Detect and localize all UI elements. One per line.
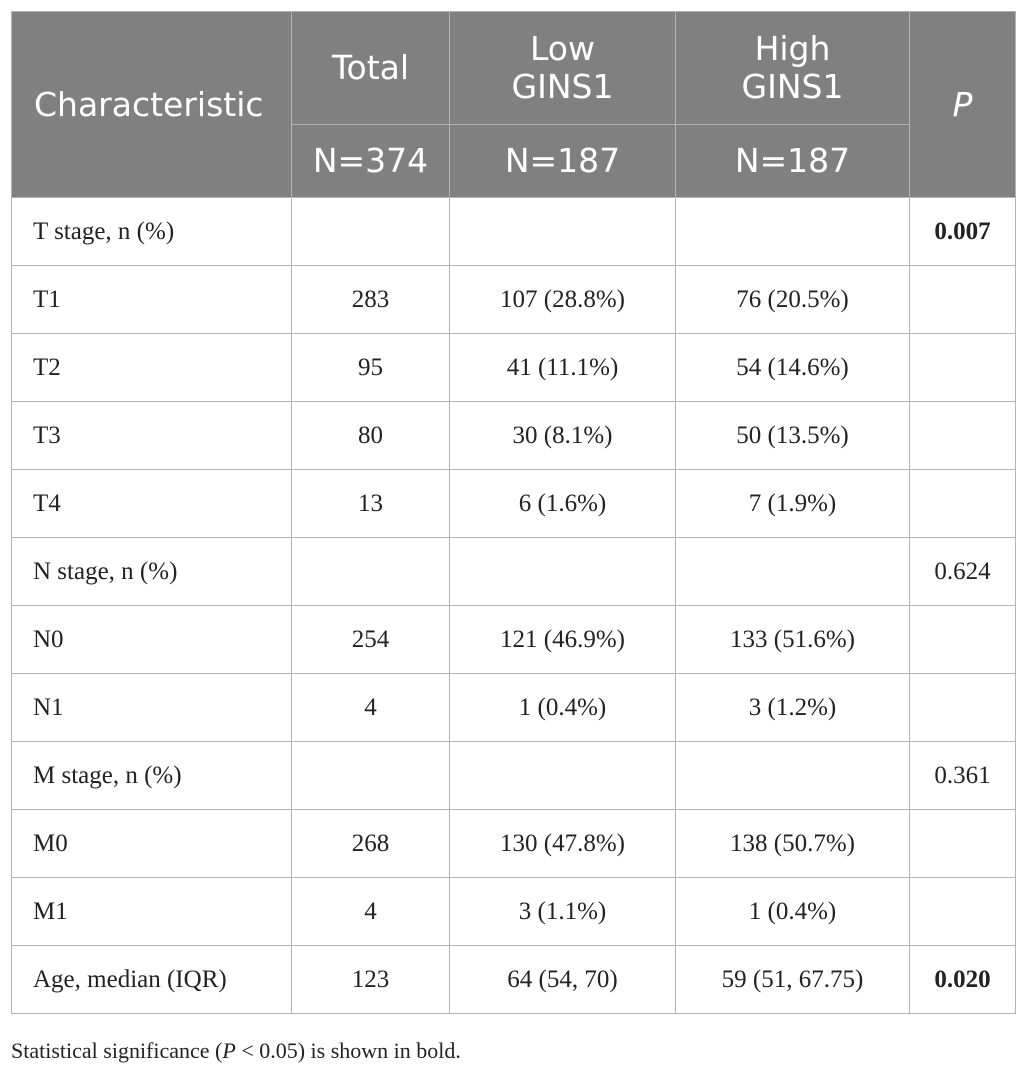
table-row: T1 283 107 (28.8%) 76 (20.5%) (11, 265, 1016, 334)
row-low-gins1: 30 (8.1%) (449, 401, 676, 470)
table-row: T2 95 41 (11.1%) 54 (14.6%) (11, 333, 1016, 402)
header-n-low: N=187 (449, 124, 676, 198)
row-label: N stage, n (%) (11, 537, 292, 606)
header-n-total: N=374 (291, 124, 450, 198)
table-row: T stage, n (%) 0.007 (11, 197, 1016, 266)
row-label: T2 (11, 333, 292, 402)
row-high-gins1 (675, 741, 910, 810)
row-total: 254 (291, 605, 450, 674)
table-row: M1 4 3 (1.1%) 1 (0.4%) (11, 877, 1016, 946)
table-row: N1 4 1 (0.4%) 3 (1.2%) (11, 673, 1016, 742)
row-high-gins1: 59 (51, 67.75) (675, 945, 910, 1014)
row-p-value (909, 333, 1016, 402)
row-p-value: 0.020 (909, 945, 1016, 1014)
row-high-gins1: 76 (20.5%) (675, 265, 910, 334)
row-low-gins1: 3 (1.1%) (449, 877, 676, 946)
row-total: 13 (291, 469, 450, 538)
row-p-value (909, 809, 1016, 878)
table-footnote: Statistical significance (P < 0.05) is s… (11, 1038, 461, 1064)
row-p-value (909, 605, 1016, 674)
footnote-text-after: < 0.05) is shown in bold. (235, 1038, 461, 1063)
row-p-value (909, 877, 1016, 946)
row-label: M0 (11, 809, 292, 878)
row-p-value (909, 469, 1016, 538)
row-low-gins1: 107 (28.8%) (449, 265, 676, 334)
table-row: T4 13 6 (1.6%) 7 (1.9%) (11, 469, 1016, 538)
row-label: T3 (11, 401, 292, 470)
footnote-p-symbol: P (222, 1038, 236, 1063)
table-row: Age, median (IQR) 123 64 (54, 70) 59 (51, 6… (11, 945, 1016, 1014)
header-n-high: N=187 (675, 124, 910, 198)
row-low-gins1: 1 (0.4%) (449, 673, 676, 742)
row-total (291, 197, 450, 266)
row-total: 4 (291, 673, 450, 742)
header-high-gins1: High GINS1 (675, 11, 910, 125)
row-label: T stage, n (%) (11, 197, 292, 266)
row-label: N0 (11, 605, 292, 674)
row-low-gins1: 41 (11.1%) (449, 333, 676, 402)
header-total: Total (291, 11, 450, 125)
row-p-value: 0.007 (909, 197, 1016, 266)
row-p-value (909, 401, 1016, 470)
row-p-value (909, 265, 1016, 334)
row-total: 123 (291, 945, 450, 1014)
header-high-gins1-label: High GINS1 (741, 29, 844, 106)
table-header: Characteristic Total Low GINS1 High GINS… (11, 11, 1016, 198)
header-characteristic: Characteristic (11, 11, 292, 198)
row-label: M1 (11, 877, 292, 946)
table-row: N0 254 121 (46.9%) 133 (51.6%) (11, 605, 1016, 674)
row-high-gins1: 1 (0.4%) (675, 877, 910, 946)
row-label: T4 (11, 469, 292, 538)
row-total (291, 741, 450, 810)
row-low-gins1: 6 (1.6%) (449, 469, 676, 538)
header-low-gins1-label: Low GINS1 (511, 29, 614, 106)
row-low-gins1: 64 (54, 70) (449, 945, 676, 1014)
table-row: N stage, n (%) 0.624 (11, 537, 1016, 606)
row-p-value: 0.361 (909, 741, 1016, 810)
header-low-gins1: Low GINS1 (449, 11, 676, 125)
table-row: M0 268 130 (47.8%) 138 (50.7%) (11, 809, 1016, 878)
table-row: M stage, n (%) 0.361 (11, 741, 1016, 810)
row-total: 95 (291, 333, 450, 402)
table-row: T3 80 30 (8.1%) 50 (13.5%) (11, 401, 1016, 470)
row-high-gins1: 133 (51.6%) (675, 605, 910, 674)
header-count-row: N=374 N=187 N=187 (12, 124, 1016, 198)
row-p-value: 0.624 (909, 537, 1016, 606)
footnote-text-before: Statistical significance ( (11, 1038, 223, 1063)
row-high-gins1: 54 (14.6%) (675, 333, 910, 402)
row-high-gins1: 50 (13.5%) (675, 401, 910, 470)
row-high-gins1 (675, 197, 910, 266)
row-label: Age, median (IQR) (11, 945, 292, 1014)
row-total: 80 (291, 401, 450, 470)
row-label: M stage, n (%) (11, 741, 292, 810)
row-total: 283 (291, 265, 450, 334)
row-label: T1 (11, 265, 292, 334)
table-body: T stage, n (%) 0.007 T1 283 107 (28.8%) 76 (2… (11, 197, 1016, 1014)
row-total (291, 537, 450, 606)
row-low-gins1: 130 (47.8%) (449, 809, 676, 878)
row-low-gins1 (449, 197, 676, 266)
row-high-gins1: 3 (1.2%) (675, 673, 910, 742)
header-row: Characteristic Total Low GINS1 High GINS… (11, 11, 1016, 198)
characteristics-table: Characteristic Total Low GINS1 High GINS… (11, 11, 1016, 1014)
row-high-gins1: 138 (50.7%) (675, 809, 910, 878)
row-label: N1 (11, 673, 292, 742)
row-low-gins1 (449, 741, 676, 810)
row-total: 4 (291, 877, 450, 946)
row-low-gins1 (449, 537, 676, 606)
row-total: 268 (291, 809, 450, 878)
row-low-gins1: 121 (46.9%) (449, 605, 676, 674)
row-high-gins1: 7 (1.9%) (675, 469, 910, 538)
header-p: P (909, 11, 1016, 198)
row-p-value (909, 673, 1016, 742)
row-high-gins1 (675, 537, 910, 606)
